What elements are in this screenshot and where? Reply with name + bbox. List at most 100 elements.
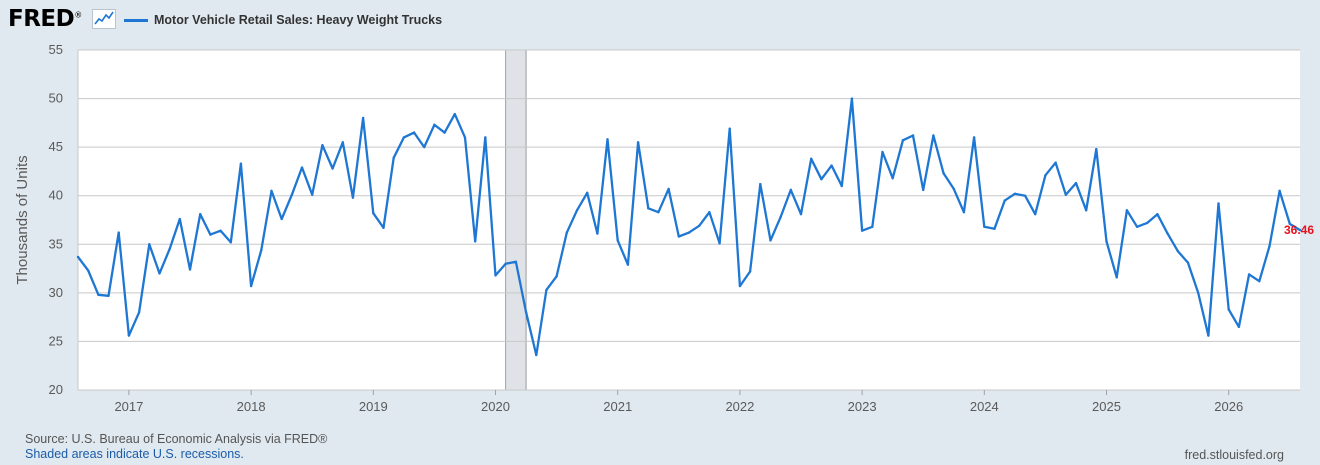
data-point (473, 240, 477, 243)
x-tick-label: 2018 (237, 399, 266, 414)
data-point (962, 211, 966, 214)
data-point (76, 255, 80, 259)
data-point (280, 217, 283, 221)
legend[interactable]: Motor Vehicle Retail Sales: Heavy Weight… (124, 13, 442, 27)
data-point (891, 177, 894, 180)
data-point (911, 134, 915, 137)
data-point (1054, 161, 1057, 164)
data-point (199, 212, 202, 216)
data-point (137, 311, 141, 314)
data-point (606, 138, 609, 141)
x-tick-label: 2026 (1214, 399, 1243, 414)
y-tick-label: 55 (49, 42, 63, 57)
fred-url[interactable]: fred.stlouisfed.org (1184, 448, 1284, 462)
data-point (810, 157, 813, 160)
registered-mark: ® (74, 10, 82, 20)
recession-shading (505, 49, 527, 391)
recession-shading-group (505, 49, 527, 391)
data-point (433, 123, 436, 127)
data-point (830, 164, 833, 167)
data-point (127, 334, 131, 337)
data-point (922, 188, 925, 192)
data-point (697, 224, 701, 228)
data-point (270, 189, 273, 193)
data-point (504, 262, 507, 265)
data-point (1013, 192, 1017, 195)
data-point (311, 193, 314, 196)
data-point (993, 227, 996, 230)
data-point (524, 311, 528, 314)
data-point (616, 239, 619, 242)
data-point (178, 217, 182, 221)
fred-logo[interactable]: FRED® (8, 6, 82, 32)
data-point (1135, 225, 1139, 228)
data-point (636, 141, 640, 144)
data-point (687, 231, 691, 234)
x-tick-label: 2025 (1092, 399, 1121, 414)
data-point (382, 226, 385, 229)
source-note: Source: U.S. Bureau of Economic Analysis… (25, 432, 328, 446)
data-point (1258, 280, 1261, 283)
data-points (76, 97, 1302, 357)
data-point (983, 225, 986, 228)
data-point (575, 209, 579, 212)
y-tick-label: 45 (49, 139, 63, 154)
data-point (494, 274, 497, 277)
data-point (1196, 291, 1200, 295)
data-point (372, 212, 375, 215)
data-point (799, 212, 803, 216)
data-point (300, 166, 304, 169)
data-point (657, 211, 660, 214)
gridlines (77, 49, 1300, 391)
data-point (871, 225, 874, 228)
y-tick-label: 30 (49, 285, 63, 300)
data-point (107, 294, 110, 297)
data-point (1105, 240, 1108, 243)
data-point (351, 196, 355, 199)
data-point (341, 141, 344, 144)
x-tick-label: 2019 (359, 399, 388, 414)
data-point (1146, 221, 1149, 225)
data-point (290, 193, 294, 196)
data-point (1247, 273, 1251, 276)
recession-note[interactable]: Shaded areas indicate U.S. recessions. (25, 447, 244, 461)
data-point (117, 231, 120, 234)
data-point (1166, 232, 1169, 235)
y-axis-label: Thousands of Units (14, 155, 31, 284)
data-point (667, 187, 670, 191)
x-tick-label: 2017 (114, 399, 143, 414)
data-point (840, 184, 843, 188)
data-point (188, 268, 192, 271)
x-tick-label: 2021 (603, 399, 632, 414)
data-point (1237, 325, 1241, 329)
x-axis-ticks: 2017 2018 2019 2020 2021 2022 2023 2024 2025 2026 (114, 390, 1243, 414)
data-point (626, 263, 630, 266)
data-point (1298, 228, 1302, 232)
data-point (779, 215, 782, 219)
data-point (759, 182, 762, 186)
data-point (331, 167, 334, 170)
data-point (708, 211, 711, 214)
data-point (1217, 202, 1220, 205)
data-point (1003, 199, 1006, 202)
data-point (769, 239, 772, 242)
y-tick-label: 40 (49, 188, 63, 203)
data-point (1074, 181, 1078, 185)
data-point (942, 172, 945, 175)
x-tick-label: 2024 (970, 399, 999, 414)
data-point (402, 136, 406, 139)
x-tick-label: 2022 (725, 399, 754, 414)
data-point (585, 191, 589, 194)
data-point (1034, 212, 1037, 216)
data-point (748, 270, 752, 273)
data-point (1207, 334, 1210, 337)
data-point (392, 156, 395, 160)
data-point (1023, 194, 1027, 197)
data-point (1115, 276, 1118, 279)
data-point (728, 127, 731, 130)
fred-graph-icon (92, 9, 116, 29)
data-point (972, 136, 976, 139)
data-point (555, 275, 558, 278)
data-point (260, 248, 263, 252)
